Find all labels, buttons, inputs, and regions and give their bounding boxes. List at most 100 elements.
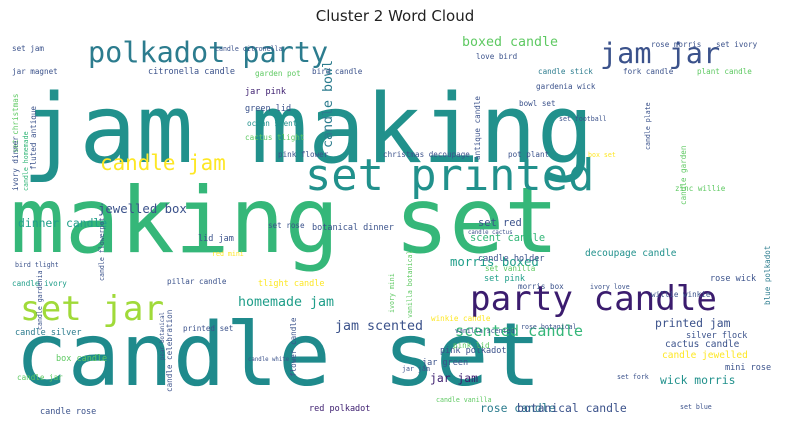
word-candle-vanilla: candle vanilla [436,396,492,404]
word-candle-ivory: candle ivory [12,279,67,288]
word-candle-jewelled: candle jewelled [662,350,748,361]
word-candle-white: candle white [248,357,290,363]
word-scented-candle: scented candle [455,322,583,340]
word-set-jar: set jar [20,289,164,329]
word-pink-flower: pink flower [278,150,329,159]
word-rose-botanical: rose botanical [521,323,577,331]
word-zinc-willie: zinc willie [675,184,726,193]
word-flower-candle: flower candle [289,317,298,377]
word-set-fork: set fork [617,373,649,381]
word-mini-rose: mini rose [725,363,771,373]
word-scent-candle: scent candle [470,232,545,244]
word-dinner-candle: dinner candle [18,216,107,230]
word-citronella-candle: citronella candle [148,67,235,77]
word-printed-jam: printed jam [655,316,731,330]
word-bowl-set: bowl set [519,99,556,108]
word-candle-flowerpot: candle flowerpot [98,217,106,281]
word-jar-magnet: jar magnet [12,67,58,76]
word-red-mini: red mini [212,250,244,258]
word-candle-cactus: candle cactus [468,230,513,236]
word-cactus-tlight: cactus tlight [245,133,304,142]
word-candle-silver: candle silver [15,328,82,338]
word-polkadot-party: polkadot party [88,36,328,69]
word-blue-polkadot: blue polkadot [763,246,772,305]
word-plant-candle: plant candle [697,67,752,76]
word-rose-morris: rose morris [651,40,701,49]
word-jewelled-box: jewelled box [98,202,187,216]
word-bird-tlight: bird tlight [15,261,59,269]
word-green-lid: green lid [245,104,291,114]
word-candle-homemade: candle homemade [22,131,30,191]
word-bird-candle: bird candle [312,67,363,76]
word-love-bird: love bird [476,52,517,61]
word-set-printed: set printed [305,150,594,201]
word-silver-flock: silver flock [686,331,747,341]
word-gardenia-wick: gardenia wick [536,82,596,91]
word-candle-rose: candle rose [40,407,96,417]
word-candle-holder: candle holder [478,254,545,264]
word-pink-polkadot: pink polkadot [440,346,507,356]
word-red-polkadot: red polkadot [309,404,370,414]
word-boxed-candle: boxed candle [462,35,558,50]
word-pink-lid: pink lid [453,341,490,350]
word-ocean-scent: ocean scent [247,119,297,128]
word-botanical-dinner: botanical dinner [312,223,394,233]
word-candle-stick: candle stick [538,67,593,76]
word-botanical-candle: botanical candle [517,401,627,415]
word-candle-set: candle set [15,304,541,406]
word-party-candle: party candle [470,279,717,319]
word-set-jam: set jam [12,44,44,53]
word-set-pink: set pink [484,274,525,284]
word-homemade-jam: homemade jam [238,295,334,310]
word-fluted-antique: fluted antique [29,106,38,170]
word-vanilla-botanical: vanilla botanical [406,250,414,318]
word-set-blue: set blue [680,403,712,411]
word-vanilla-scented: vanilla scented [455,327,515,335]
word-jam-jar: jam jar [600,37,720,70]
word-willie-winkie: willie winkie [651,290,711,299]
word-candle-gardenia: candle gardenia [36,270,44,330]
word-set-red: set red [478,217,522,229]
word-jar-jam: jar jam [430,371,478,385]
word-wick-morris: wick morris [660,373,735,387]
word-set-vanilla: set vanilla [485,264,535,273]
word-morris-boxed: morris boxed [450,255,539,269]
word-ivory-dinner: ivory dinner [11,136,20,191]
word-decoupage-candle: decoupage candle [585,248,677,259]
word-candle-bowl: candle bowl [321,60,336,148]
word-set-ivory: set ivory [716,40,758,49]
word-tlight-candle: tlight candle [258,279,325,289]
word-pillar-candle: pillar candle [167,277,227,286]
word-jar-pink: jar pink [245,87,286,97]
word-lid-jam: lid jam [198,234,234,244]
word-candle-citronella: candle citronella [215,45,283,53]
word-jam-scented: jam scented [335,319,423,334]
word-box-candle: box candle [56,354,107,364]
word-fork-candle: fork candle [623,67,674,76]
word-pear-botanical: pear botanical [160,312,166,360]
word-jar-jam: jar jam [402,365,430,373]
word-jam-making: jam making [22,75,594,185]
chart-title: Cluster 2 Word Cloud [315,7,475,25]
word-candle-jar: candle jar [17,373,63,382]
word-candle-plate: candle plate [644,102,652,150]
word-set-rose: set rose [268,221,305,230]
word-printed-set: printed set [183,324,233,333]
word-candle-celebration: candle celebration [165,310,174,392]
word-ivory-mini: ivory mini [388,273,396,313]
word-candle-garden: candle garden [679,146,688,205]
word-set-christmas: set christmas [11,94,20,153]
word-antique-candle: antique candle [473,96,482,160]
word-cactus-candle: cactus candle [665,339,740,350]
word-rose-candle: rose candle [480,401,556,415]
word-rose-wick: rose wick [710,274,756,284]
word-jar-green: jar green [422,358,468,368]
word-ivory-love: ivory love [590,283,630,291]
word-box-set: box set [588,151,616,159]
word-garden-pot: garden pot [255,69,301,78]
word-pot-plant: pot plant [508,150,549,159]
word-morris-box: morris box [518,282,564,291]
word-making-set: making set [10,167,559,274]
word-christmas-decoupage: christmas decoupage [383,150,470,159]
